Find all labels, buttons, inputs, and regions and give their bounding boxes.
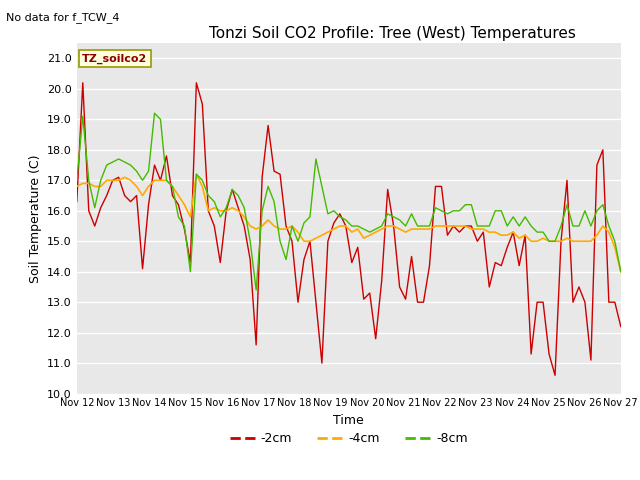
Text: No data for f_TCW_4: No data for f_TCW_4 [6, 12, 120, 23]
-2cm [509, 229, 517, 235]
-4cm [509, 229, 517, 235]
-8cm [486, 223, 493, 229]
Line: -2cm: -2cm [77, 83, 621, 375]
-2cm [479, 229, 487, 235]
-4cm [73, 183, 81, 189]
X-axis label: Time: Time [333, 414, 364, 427]
Y-axis label: Soil Temperature (C): Soil Temperature (C) [29, 154, 42, 283]
Text: TZ_soilco2: TZ_soilco2 [82, 54, 147, 64]
-8cm [252, 287, 260, 293]
Line: -4cm: -4cm [77, 174, 621, 272]
-4cm [504, 232, 511, 238]
-2cm [402, 296, 410, 302]
-2cm [504, 244, 511, 250]
-2cm [533, 300, 541, 305]
-2cm [515, 263, 523, 268]
-8cm [73, 178, 81, 183]
Line: -8cm: -8cm [77, 113, 621, 290]
-4cm [402, 229, 410, 235]
-2cm [73, 199, 81, 204]
-8cm [408, 211, 415, 216]
-4cm [533, 239, 541, 244]
Title: Tonzi Soil CO2 Profile: Tree (West) Temperatures: Tonzi Soil CO2 Profile: Tree (West) Temp… [209, 25, 576, 41]
Legend: -2cm, -4cm, -8cm: -2cm, -4cm, -8cm [225, 427, 473, 450]
-8cm [150, 110, 158, 116]
-8cm [540, 229, 547, 235]
-4cm [479, 226, 487, 232]
-4cm [515, 235, 523, 241]
-2cm [79, 80, 86, 86]
-4cm [193, 171, 200, 177]
-8cm [617, 269, 625, 275]
-8cm [509, 214, 517, 220]
-8cm [515, 223, 523, 229]
-4cm [617, 269, 625, 275]
-2cm [551, 372, 559, 378]
-2cm [617, 324, 625, 329]
-8cm [522, 214, 529, 220]
